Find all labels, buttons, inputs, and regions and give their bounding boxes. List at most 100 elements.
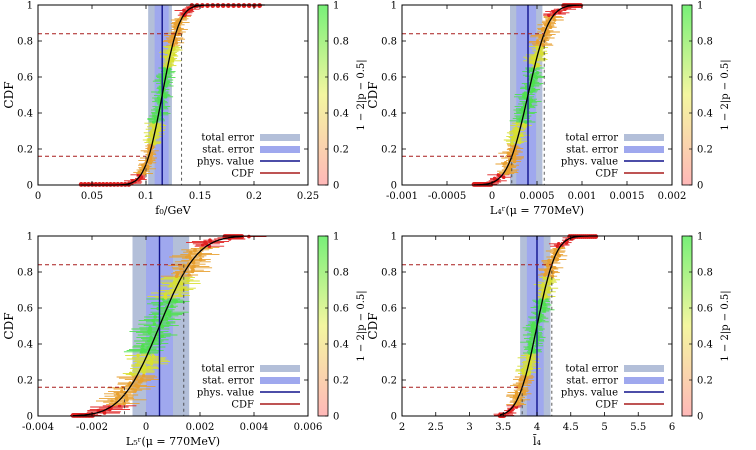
x-tick-label: -0.004	[22, 422, 54, 433]
y-tick-label: 0	[391, 181, 397, 192]
y-tick-label: 0.2	[381, 145, 397, 156]
legend-swatch	[624, 134, 664, 141]
data-point	[535, 71, 540, 75]
chart-panel-4: 2 2.5 3 3.5 4 4.5 5 5.5 600.20.40.60.81l̄₄CDFtot…	[366, 232, 731, 449]
colorbar	[317, 4, 329, 186]
plot-frame	[37, 4, 309, 186]
x-tick-label: 2	[399, 422, 405, 433]
colorbar-tick-label: 0.2	[697, 145, 713, 156]
y-tick-label: 0.4	[17, 340, 33, 351]
y-tick-label: 0.8	[17, 268, 33, 279]
y-tick-label: 0.6	[17, 73, 33, 84]
x-tick-label: -0.002	[76, 422, 108, 433]
colorbar-label: 1 − 2|p − 0.5|	[356, 59, 367, 130]
x-tick-label: 0.0005	[520, 191, 555, 202]
y-tick-label: 0.2	[381, 376, 397, 387]
y-tick-label: 0	[27, 181, 33, 192]
y-tick-label: 1	[391, 232, 397, 243]
x-tick-label: 3	[466, 422, 472, 433]
y-tick-label: 0.4	[381, 340, 397, 351]
x-tick-label: 0	[35, 191, 41, 202]
colorbar-tick-label: 0.6	[697, 73, 713, 84]
legend-swatch	[260, 146, 300, 153]
x-tick-label: 4	[534, 422, 540, 433]
data-point	[541, 26, 546, 31]
colorbar-tick-label: 0.2	[333, 376, 349, 387]
y-tick-label: 0.4	[381, 109, 397, 120]
x-tick-label: 0.004	[240, 422, 269, 433]
y-tick-label: 1	[391, 1, 397, 12]
x-tick-label: 0.002	[186, 422, 215, 433]
legend-swatch	[624, 365, 664, 372]
data-point	[128, 381, 132, 385]
x-tick-label: 0.0015	[610, 191, 645, 202]
colorbar-tick-label: 0.8	[333, 268, 349, 279]
y-tick-label: 0.4	[17, 109, 33, 120]
legend-label: phys. value	[561, 157, 618, 168]
data-point	[514, 126, 518, 130]
y-tick-label: 0	[391, 412, 397, 423]
colorbar-tick-label: 0.4	[333, 340, 349, 351]
legend-swatch	[260, 134, 300, 141]
y-tick-label: 0.8	[381, 268, 397, 279]
x-tick-label: 5.5	[630, 422, 646, 433]
x-axis-label: L₄ʳ(μ = 770MeV)	[490, 204, 584, 217]
data-point	[538, 298, 543, 303]
data-point	[114, 396, 119, 401]
legend-swatch	[260, 365, 300, 372]
legend-label: phys. value	[197, 388, 254, 399]
colorbar-tick-label: 0.4	[333, 109, 349, 120]
legend-label: stat. error	[202, 376, 254, 387]
x-tick-label: 0.1	[138, 191, 154, 202]
legend-label: phys. value	[197, 157, 254, 168]
colorbar-tick-label: 0.8	[333, 37, 349, 48]
x-tick-label: 0.05	[81, 191, 103, 202]
y-tick-label: 1	[27, 232, 33, 243]
legend-label: stat. error	[202, 145, 254, 156]
data-point	[136, 353, 140, 358]
data-point	[503, 161, 508, 165]
legend-label: total error	[201, 364, 254, 375]
data-point	[492, 176, 497, 181]
data-point	[141, 374, 146, 378]
colorbar-tick-label: 0	[697, 412, 703, 423]
legend-label: CDF	[595, 400, 618, 411]
colorbar-tick-label: 0	[697, 181, 703, 192]
legend-label: CDF	[595, 169, 618, 180]
legend-label: total error	[565, 364, 618, 375]
colorbar-label: 1 − 2|p − 0.5|	[356, 290, 367, 361]
y-axis-label: CDF	[2, 312, 16, 339]
x-tick-label: 0.002	[658, 191, 687, 202]
colorbar-label: 1 − 2|p − 0.5|	[720, 290, 731, 361]
x-tick-label: 4.5	[563, 422, 579, 433]
x-axis-label: L₅ʳ(μ = 770MeV)	[126, 435, 220, 448]
data-point	[177, 26, 182, 31]
data-point	[170, 304, 174, 309]
chart-panel-2: -0.001 -0.0005 0 0.0005 0.001 0.0015 0.002 0 0.2…	[366, 1, 731, 218]
data-point	[170, 56, 175, 61]
x-axis-label: l̄₄	[533, 435, 542, 448]
data-point	[535, 39, 540, 44]
colorbar-tick-label: 0	[333, 412, 339, 423]
data-point	[172, 280, 177, 285]
data-point	[542, 302, 546, 306]
colorbar-tick-label: 0.2	[333, 145, 349, 156]
data-point	[541, 282, 545, 287]
x-tick-label: 0	[143, 422, 149, 433]
x-tick-label: 5	[601, 422, 607, 433]
data-point	[247, 234, 251, 239]
colorbar-tick-label: 1	[333, 1, 339, 12]
x-tick-label: -0.001	[386, 191, 418, 202]
x-tick-label: 0.001	[568, 191, 597, 202]
y-tick-label: 0.8	[17, 37, 33, 48]
colorbar-tick-label: 0	[333, 181, 339, 192]
data-point	[187, 273, 191, 277]
legend-label: phys. value	[561, 388, 618, 399]
x-tick-label: 0	[489, 191, 495, 202]
legend-swatch	[260, 377, 300, 384]
data-points	[471, 3, 584, 187]
colorbar-tick-label: 1	[697, 1, 703, 12]
colorbar	[317, 235, 329, 417]
